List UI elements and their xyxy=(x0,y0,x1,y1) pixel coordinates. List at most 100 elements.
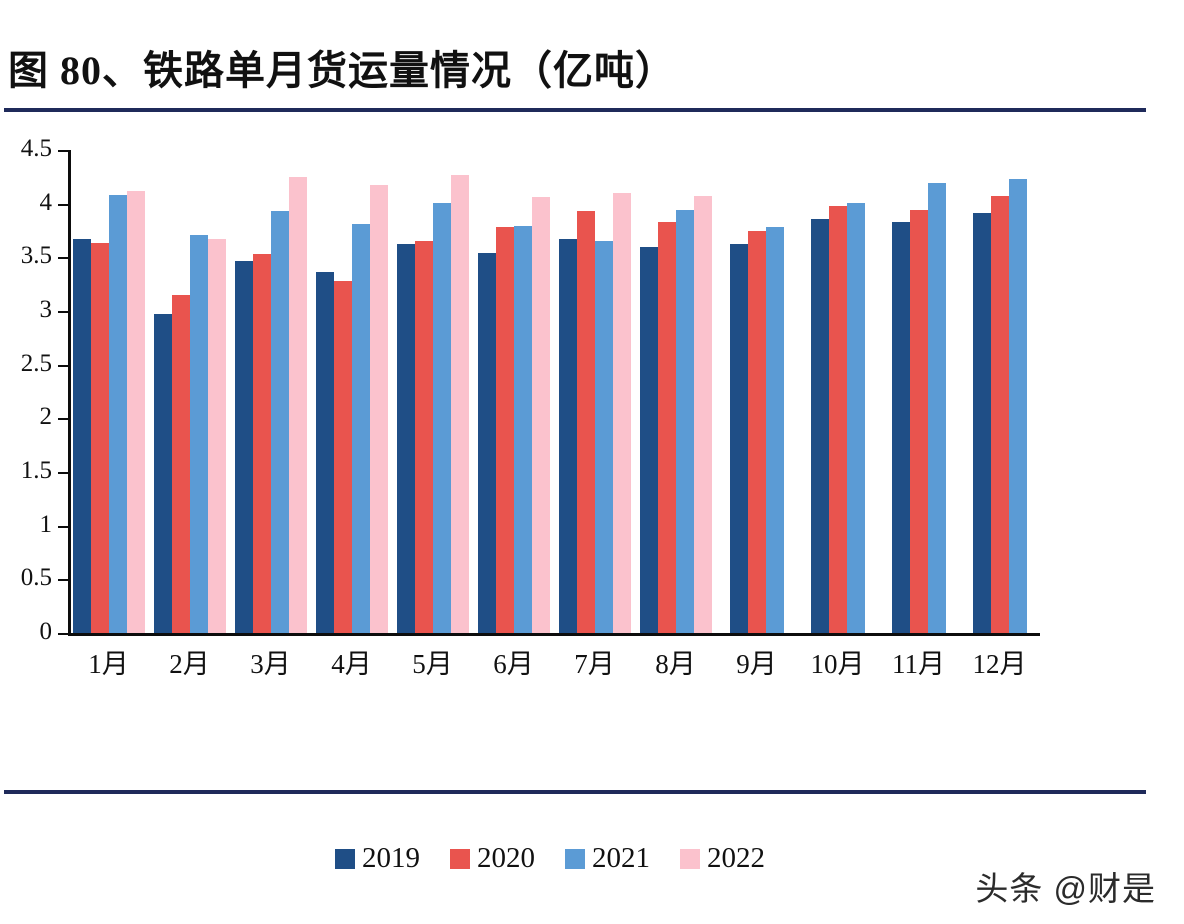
bar-2020-9月 xyxy=(747,230,766,633)
bar-2021-1月 xyxy=(108,195,127,633)
bar-2019-2月 xyxy=(153,314,172,633)
bar-chart: 0 0.5 1 1.5 2 2.5 3 3.5 4 4.5 1月 2月 3月 4月 5月 6月 7月 8月 9月 1… xyxy=(0,130,1100,874)
bar-2020-11月 xyxy=(909,210,928,633)
bar-2019-10月 xyxy=(810,218,829,633)
bar-group xyxy=(149,150,230,633)
bar-2019-6月 xyxy=(477,253,496,633)
y-axis-tick xyxy=(58,633,70,635)
y-axis-label: 1 xyxy=(39,510,53,538)
bar-2019-12月 xyxy=(972,213,991,633)
y-axis-tick xyxy=(58,257,70,260)
bar-2020-7月 xyxy=(576,211,595,633)
y-axis-tick xyxy=(58,203,70,206)
y-axis-tick xyxy=(58,364,70,367)
bar-2022-5月 xyxy=(450,174,469,633)
bar-2020-6月 xyxy=(495,227,514,633)
legend-label: 2019 xyxy=(362,842,420,874)
page-title: 图 80、铁路单月货运量情况（亿吨） xyxy=(8,48,676,93)
x-axis-label: 3月 xyxy=(250,649,291,679)
y-axis-tick xyxy=(58,525,70,528)
plot-area xyxy=(68,150,1040,633)
chart-legend: 2019 2020 2021 2022 xyxy=(0,842,1100,875)
bar-group xyxy=(716,150,797,633)
y-axis-label: 0 xyxy=(39,618,53,645)
bar-2022-4月 xyxy=(369,185,388,633)
bar-2019-8月 xyxy=(639,246,658,633)
x-axis-label: 10月 xyxy=(810,649,865,679)
bar-2021-3月 xyxy=(270,211,289,633)
bar-2019-9月 xyxy=(729,244,748,633)
y-axis-label: 4 xyxy=(39,188,53,216)
bar-group xyxy=(230,150,311,633)
x-axis-label: 4月 xyxy=(331,649,372,679)
bar-2021-8月 xyxy=(675,210,694,633)
y-axis-label: 4.5 xyxy=(20,135,52,162)
bar-2021-5月 xyxy=(432,202,451,633)
bar-2019-3月 xyxy=(234,260,253,633)
y-axis-label: 3 xyxy=(39,296,53,323)
legend-item-2020[interactable]: 2020 xyxy=(450,842,535,875)
bar-2020-10月 xyxy=(828,205,847,633)
x-axis-label: 11月 xyxy=(892,649,945,679)
bar-2021-9月 xyxy=(765,227,784,633)
x-axis-label: 1月 xyxy=(88,649,129,679)
legend-item-2022[interactable]: 2022 xyxy=(680,842,765,875)
bar-2020-5月 xyxy=(414,241,433,633)
y-axis-line xyxy=(68,150,71,634)
legend-swatch-icon xyxy=(565,848,585,869)
bar-group xyxy=(797,150,878,633)
bar-2021-2月 xyxy=(189,234,208,633)
figure-divider-bottom xyxy=(4,790,1146,794)
bar-2021-7月 xyxy=(594,241,613,633)
y-axis-label: 2 xyxy=(39,403,53,431)
x-axis-label: 9月 xyxy=(736,649,777,679)
x-axis-label: 2月 xyxy=(169,649,210,679)
legend-item-2019[interactable]: 2019 xyxy=(335,842,420,875)
bar-2022-2月 xyxy=(207,239,226,633)
bar-2020-3月 xyxy=(252,254,271,633)
bar-2020-1月 xyxy=(90,243,109,633)
bar-2022-6月 xyxy=(531,197,550,633)
x-axis-label: 6月 xyxy=(493,649,534,679)
bar-group xyxy=(311,150,392,633)
y-axis-tick xyxy=(58,311,70,313)
y-axis-label: 0.5 xyxy=(20,564,52,592)
legend-swatch-icon xyxy=(680,848,700,869)
bar-group xyxy=(68,150,149,633)
title-divider-top xyxy=(4,108,1146,112)
bar-group xyxy=(392,150,473,633)
bar-2020-8月 xyxy=(657,221,676,633)
y-axis-tick xyxy=(58,472,70,474)
y-axis-tick xyxy=(58,150,70,152)
bar-2019-1月 xyxy=(72,239,91,633)
bar-2019-4月 xyxy=(315,272,334,633)
bar-2021-10月 xyxy=(846,202,865,633)
bar-2020-4月 xyxy=(333,280,352,633)
x-axis-label: 8月 xyxy=(655,649,696,679)
y-axis-tick xyxy=(58,418,70,421)
legend-label: 2021 xyxy=(592,842,650,874)
x-axis-label: 12月 xyxy=(972,649,1027,679)
y-axis-tick xyxy=(58,579,70,582)
bar-2019-7月 xyxy=(558,239,577,633)
bar-group xyxy=(635,150,716,633)
bar-2022-1月 xyxy=(126,190,145,633)
legend-label: 2020 xyxy=(477,842,535,874)
bar-2019-5月 xyxy=(396,244,415,633)
x-axis-label: 7月 xyxy=(574,649,615,679)
bar-2022-8月 xyxy=(693,196,712,633)
legend-item-2021[interactable]: 2021 xyxy=(565,842,650,875)
bar-2022-7月 xyxy=(612,192,631,633)
bar-group xyxy=(878,150,959,633)
watermark: 头条 @财是 xyxy=(975,870,1156,907)
y-axis-label: 3.5 xyxy=(20,242,52,270)
legend-swatch-icon xyxy=(335,848,355,869)
bar-2021-11月 xyxy=(927,183,946,633)
bar-2020-2月 xyxy=(171,294,190,633)
bar-group xyxy=(959,150,1040,633)
x-axis-line xyxy=(68,633,1040,636)
x-axis-label: 5月 xyxy=(412,649,453,679)
bar-group xyxy=(473,150,554,633)
bar-group xyxy=(554,150,635,633)
y-axis-label: 1.5 xyxy=(20,457,52,484)
